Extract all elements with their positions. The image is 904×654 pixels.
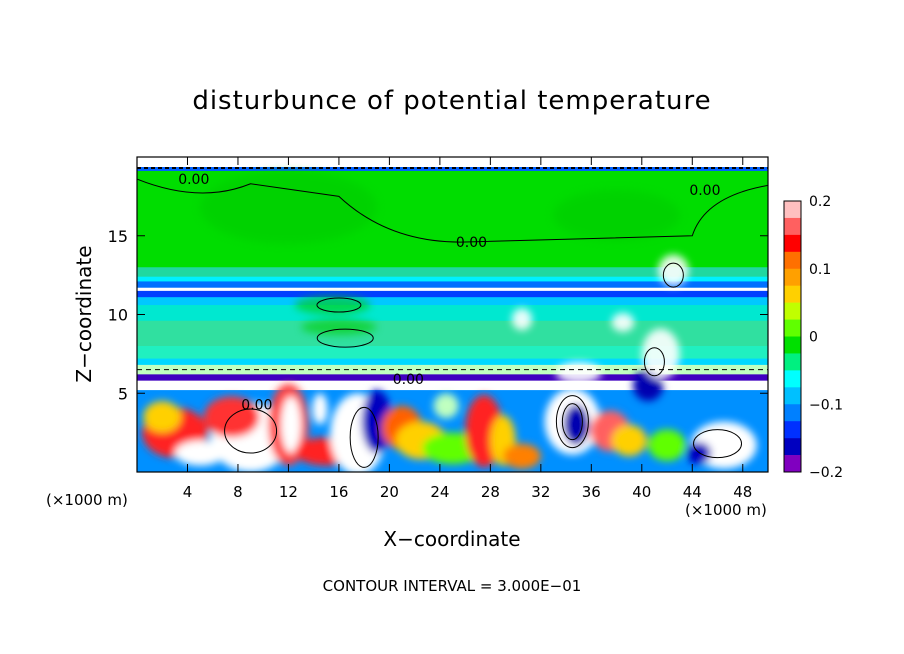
x-axis-label: X−coordinate xyxy=(383,527,521,551)
x-tick-label: 20 xyxy=(380,483,399,501)
contour-line xyxy=(316,328,374,348)
contour-label: 0.00 xyxy=(689,183,720,199)
field-anomaly xyxy=(174,440,226,466)
field-band xyxy=(137,305,768,322)
field-anomaly xyxy=(203,396,260,438)
x-tick-label: 32 xyxy=(531,483,550,501)
contour-line xyxy=(555,395,589,449)
colorbar-swatch xyxy=(784,285,801,303)
field-anomaly xyxy=(200,171,377,244)
colorbar-swatch xyxy=(784,387,801,405)
field-anomaly xyxy=(511,308,533,331)
chart-title: disturbunce of potential temperature xyxy=(192,86,712,116)
y-axis-ticks: 5 10 15 xyxy=(108,227,768,403)
field-band xyxy=(137,281,768,289)
colorbar-swatch xyxy=(784,234,801,253)
field-band xyxy=(137,297,768,306)
field-anomaly xyxy=(658,254,689,287)
field-anomaly xyxy=(555,361,602,384)
colorbar-frame xyxy=(783,200,802,473)
colorbar-swatch xyxy=(784,353,801,371)
x-tick-label: 4 xyxy=(183,483,193,501)
y-tick-label: 5 xyxy=(118,384,128,403)
field-anomaly xyxy=(280,396,302,454)
contour-line xyxy=(224,408,278,454)
field-anomaly xyxy=(648,429,686,461)
field-anomaly xyxy=(312,393,328,425)
colorbar: 0.2 0.1 0 −0.1 −0.2 xyxy=(783,194,843,481)
field-anomaly xyxy=(563,404,589,446)
x-tick-label: 36 xyxy=(582,483,601,501)
temperature-field xyxy=(137,157,768,472)
field-anomaly xyxy=(294,295,371,315)
colorbar-swatch xyxy=(784,319,801,337)
field-band xyxy=(137,267,768,278)
x-tick-label: 12 xyxy=(279,483,298,501)
field-band xyxy=(137,287,768,292)
x-tick-label: 24 xyxy=(430,483,449,501)
colorbar-swatch xyxy=(784,421,801,439)
colorbar-tick-label: 0 xyxy=(809,330,818,346)
field-band xyxy=(137,346,768,360)
field-band xyxy=(137,380,768,391)
contour-line xyxy=(316,297,362,313)
field-anomaly xyxy=(301,319,377,335)
colorbar-swatch xyxy=(784,370,801,388)
field-band xyxy=(137,290,768,298)
x-tick-label: 48 xyxy=(733,483,752,501)
colorbar-swatch xyxy=(784,251,801,270)
field-anomaly xyxy=(641,328,680,380)
field-band xyxy=(137,374,768,382)
field-anomaly xyxy=(611,312,635,332)
contour-label: 0.00 xyxy=(456,235,487,251)
contour-line xyxy=(693,429,743,459)
x-tick-label: 40 xyxy=(632,483,651,501)
field-anomalies xyxy=(142,171,757,472)
colorbar-swatch xyxy=(784,336,801,354)
contour-line xyxy=(349,406,379,468)
x-tick-label: 28 xyxy=(481,483,500,501)
colorbar-tick-label: 0.2 xyxy=(809,194,831,210)
colorbar-tick-label: 0.1 xyxy=(809,262,831,278)
colorbar-swatch xyxy=(784,455,801,473)
colorbar-swatch xyxy=(784,201,801,219)
contour-label: 0.00 xyxy=(241,397,272,413)
colorbar-tick-label: −0.1 xyxy=(809,397,843,413)
y-tick-label: 10 xyxy=(108,306,128,325)
field-anomaly xyxy=(502,443,541,469)
contour-lines xyxy=(137,167,768,468)
field-band xyxy=(137,276,768,282)
contour-line xyxy=(137,178,768,243)
field-anomaly xyxy=(611,424,647,457)
contour-line xyxy=(662,262,684,288)
contour-interval-note: CONTOUR INTERVAL = 3.000E−01 xyxy=(322,577,582,595)
x-tick-label: 16 xyxy=(329,483,348,501)
colorbar-swatch xyxy=(784,404,801,422)
contour-line xyxy=(643,347,665,377)
x-tick-label: 44 xyxy=(683,483,702,501)
x-tick-label: 8 xyxy=(233,483,243,501)
field-anomaly xyxy=(553,190,680,241)
colorbar-swatch xyxy=(784,268,801,286)
colorbar-swatch xyxy=(784,302,801,320)
y-tick-label: 15 xyxy=(108,227,128,246)
contour-label: 0.00 xyxy=(393,372,424,388)
colorbar-swatch xyxy=(784,217,801,236)
contour-value-labels: 0.00 0.00 0.00 0.00 0.00 xyxy=(178,172,720,413)
field-band xyxy=(137,358,768,366)
x-axis-ticks: 4 8 12 16 20 24 28 32 36 40 44 48 xyxy=(183,157,752,501)
x-unit-label: (×1000 m) xyxy=(685,501,767,519)
field-anomaly xyxy=(143,401,182,433)
contour-label: 0.00 xyxy=(178,172,209,188)
z-unit-label: (×1000 m) xyxy=(46,491,128,509)
field-anomaly xyxy=(433,393,459,419)
field-anomaly xyxy=(685,442,712,465)
colorbar-tick-label: −0.2 xyxy=(809,465,843,481)
contour-line xyxy=(561,403,583,441)
colorbar-swatch xyxy=(784,438,801,456)
